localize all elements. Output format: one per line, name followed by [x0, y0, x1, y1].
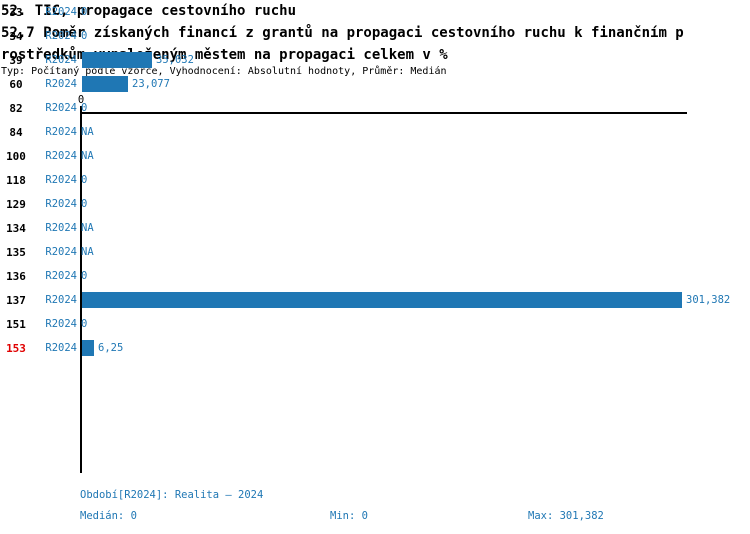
row-period-label: R2024: [45, 6, 77, 18]
row-period-label: R2024: [45, 294, 77, 306]
row-period-label: R2024: [45, 150, 77, 162]
chart-row: 129 R2024 0: [0, 192, 750, 216]
row-id: 135: [6, 245, 26, 259]
chart-row: 82 R2024 0: [0, 96, 750, 120]
row-id: 82: [9, 101, 23, 115]
row-id: 84: [9, 125, 23, 139]
row-value: 0: [81, 318, 88, 330]
row-value: 0: [81, 270, 88, 282]
row-period-label: R2024: [45, 126, 77, 138]
axis-top-line: [80, 112, 687, 114]
row-value: 6,25: [98, 342, 124, 354]
chart-rows: 33 R2024 0 34 R2024 0 39 R2024 35,032 60…: [0, 0, 750, 360]
row-value: NA: [81, 150, 94, 162]
row-id: 118: [6, 173, 26, 187]
row-id: 136: [6, 269, 26, 283]
row-id: 39: [9, 53, 23, 67]
chart-row: 100 R2024 NA: [0, 144, 750, 168]
chart-row: 39 R2024 35,032: [0, 48, 750, 72]
row-period-label: R2024: [45, 174, 77, 186]
row-period-label: R2024: [45, 102, 77, 114]
row-id: 100: [6, 149, 26, 163]
row-id: 34: [9, 29, 23, 43]
axis-vertical-line: [80, 106, 82, 473]
row-period-label: R2024: [45, 342, 77, 354]
row-bar: [82, 52, 152, 68]
chart-row: 33 R2024 0: [0, 0, 750, 24]
row-period-label: R2024: [45, 270, 77, 282]
row-value: 35,032: [156, 54, 194, 66]
chart-row: 136 R2024 0: [0, 264, 750, 288]
row-period-label: R2024: [45, 318, 77, 330]
row-value: 23,077: [132, 78, 170, 90]
indicator-meta: Typ: Počítaný podle vzorce, Vyhodnocení:…: [1, 66, 447, 77]
row-id: 134: [6, 221, 26, 235]
row-bar: [82, 292, 682, 308]
axis-tick-zero-label: 0: [77, 94, 85, 106]
chart-row: 134 R2024 NA: [0, 216, 750, 240]
row-value: NA: [81, 126, 94, 138]
row-value: 0: [81, 6, 88, 18]
footer-max: Max: 301,382: [528, 510, 604, 522]
row-value: 0: [81, 102, 88, 114]
row-period-label: R2024: [45, 30, 77, 42]
footer-min: Min: 0: [330, 510, 368, 522]
row-value: NA: [81, 246, 94, 258]
footer-period: Období[R2024]: Realita – 2024: [80, 489, 264, 501]
chart-row: 135 R2024 NA: [0, 240, 750, 264]
footer-median: Medián: 0: [80, 510, 137, 522]
row-bar: [82, 340, 94, 356]
row-value: 0: [81, 30, 88, 42]
row-period-label: R2024: [45, 246, 77, 258]
row-id: 33: [9, 5, 23, 19]
row-period-label: R2024: [45, 222, 77, 234]
row-value: 0: [81, 174, 88, 186]
row-id: 151: [6, 317, 26, 331]
chart-row: 34 R2024 0: [0, 24, 750, 48]
row-period-label: R2024: [45, 78, 77, 90]
row-id: 129: [6, 197, 26, 211]
row-period-label: R2024: [45, 54, 77, 66]
row-id: 60: [9, 77, 23, 91]
chart-row: 151 R2024 0: [0, 312, 750, 336]
chart-row: 118 R2024 0: [0, 168, 750, 192]
row-period-label: R2024: [45, 198, 77, 210]
row-bar: [82, 76, 128, 92]
row-id: 153: [6, 341, 26, 355]
page-subtitle-line1: 52.7 Poměr získaných financí z grantů na…: [1, 25, 684, 41]
page-title: 52. TIC, propagace cestovního ruchu: [1, 3, 297, 19]
chart-row: 60 R2024 23,077: [0, 72, 750, 96]
chart-row: 153 R2024 6,25: [0, 336, 750, 360]
chart-row: 137 R2024 301,382: [0, 288, 750, 312]
chart-row: 84 R2024 NA: [0, 120, 750, 144]
row-value: 0: [81, 198, 88, 210]
row-id: 137: [6, 293, 26, 307]
row-value: 301,382: [686, 294, 731, 306]
row-value: NA: [81, 222, 94, 234]
